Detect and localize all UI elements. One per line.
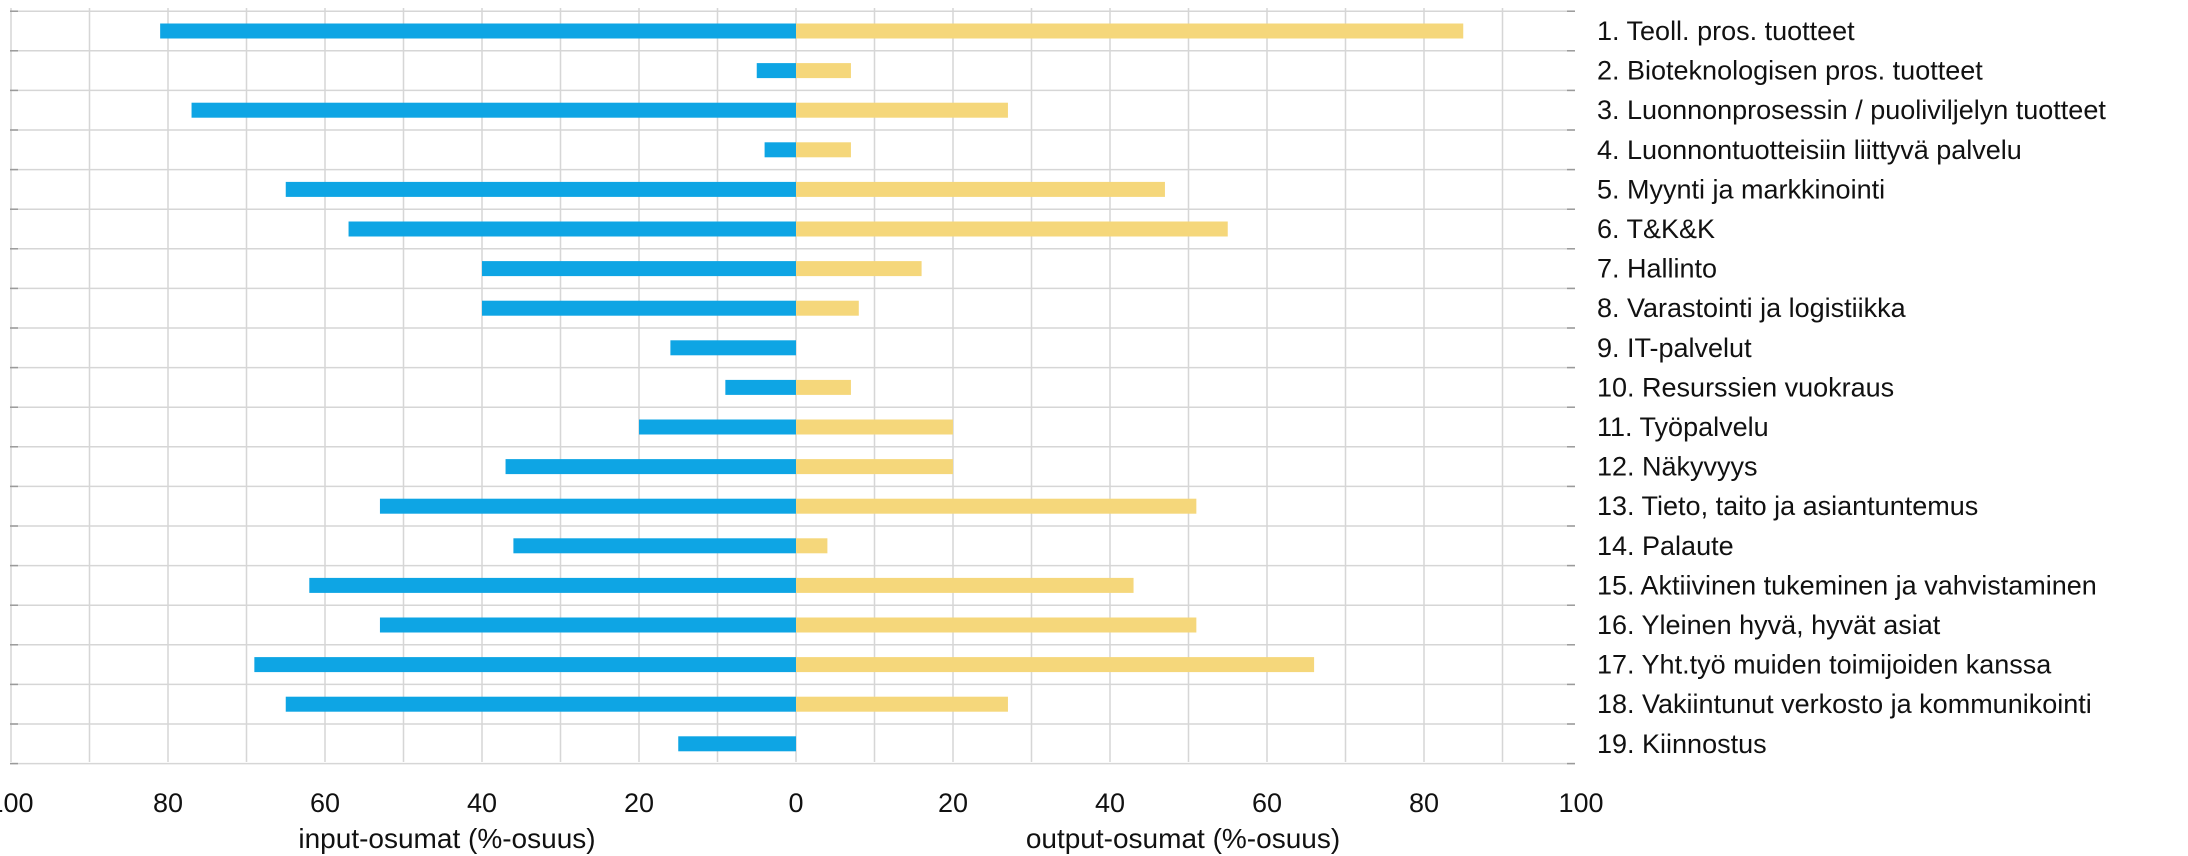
input-bar (513, 538, 796, 554)
x-tick-label: 80 (1409, 788, 1439, 818)
category-label: 2. Bioteknologisen pros. tuotteet (1597, 56, 1983, 86)
input-bar (379, 498, 796, 514)
category-label: 11. Työpalvelu (1597, 412, 1769, 442)
x-tick-label: 0 (788, 788, 803, 818)
x-tick-label: 60 (1252, 788, 1282, 818)
input-bar (639, 419, 796, 435)
x-tick-label: 40 (467, 788, 497, 818)
input-bar (285, 696, 796, 712)
category-label: 8. Varastointi ja logistiikka (1597, 293, 1907, 323)
category-label: 3. Luonnonprosessin / puoliviljelyn tuot… (1597, 95, 2106, 125)
category-label: 18. Vakiintunut verkosto ja kommunikoint… (1597, 689, 2092, 719)
output-bar (796, 379, 851, 395)
x-tick-label: 60 (310, 788, 340, 818)
output-bar (796, 696, 1008, 712)
output-bar (796, 498, 1197, 514)
input-bar (285, 181, 796, 197)
category-label: 6. T&K&K (1597, 214, 1715, 244)
input-bar (678, 736, 796, 752)
input-bar (348, 221, 796, 237)
category-label: 12. Näkyvyys (1597, 452, 1758, 482)
x-tick-label: 80 (153, 788, 183, 818)
category-label: 19. Kiinnostus (1597, 729, 1767, 759)
x-tick-label: 40 (1095, 788, 1125, 818)
input-series (160, 23, 797, 752)
category-label: 16. Yleinen hyvä, hyvät asiat (1597, 610, 1941, 640)
input-bar (379, 617, 796, 633)
input-bar (254, 657, 797, 673)
input-bar (482, 261, 796, 277)
output-bar (796, 300, 859, 316)
category-label: 17. Yht.työ muiden toimijoiden kanssa (1597, 650, 2052, 680)
output-bar (796, 538, 828, 554)
output-bar (796, 23, 1464, 39)
output-bar (796, 617, 1197, 633)
input-bar (725, 379, 796, 395)
output-bar (796, 181, 1165, 197)
input-bar (160, 23, 796, 39)
input-bar (670, 340, 796, 356)
output-bar (796, 419, 953, 435)
input-axis-title: input-osumat (%-osuus) (298, 823, 595, 854)
category-label: 5. Myynti ja markkinointi (1597, 174, 1885, 204)
output-bar (796, 142, 851, 158)
output-bar (796, 221, 1228, 237)
output-bar (796, 261, 922, 277)
gridlines (10, 8, 1575, 765)
category-label: 10. Resurssien vuokraus (1597, 372, 1894, 402)
x-tick-label: 100 (0, 788, 34, 818)
input-bar (309, 577, 796, 593)
output-bar (796, 102, 1008, 118)
input-bar (764, 142, 796, 158)
category-label: 1. Teoll. pros. tuotteet (1597, 16, 1855, 46)
output-series (796, 23, 1464, 712)
input-bar (191, 102, 797, 118)
output-bar (796, 63, 851, 79)
output-bar (796, 657, 1315, 673)
category-label: 14. Palaute (1597, 531, 1734, 561)
x-tick-labels: 100 80 60 40 20 0 20 40 60 80 100 (0, 788, 1604, 818)
output-bar (796, 459, 953, 475)
output-bar (796, 577, 1134, 593)
category-label: 7. Hallinto (1597, 254, 1717, 284)
input-bar (505, 459, 796, 475)
category-label: 4. Luonnontuotteisiin liittyvä palvelu (1597, 135, 2022, 165)
category-label: 9. IT-palvelut (1597, 333, 1752, 363)
input-bar (482, 300, 796, 316)
x-tick-label: 20 (624, 788, 654, 818)
input-bar (756, 63, 796, 79)
output-axis-title: output-osumat (%-osuus) (1026, 823, 1340, 854)
category-label: 15. Aktiivinen tukeminen ja vahvistamine… (1597, 570, 2097, 600)
category-label: 13. Tieto, taito ja asiantuntemus (1597, 491, 1978, 521)
x-tick-label: 20 (938, 788, 968, 818)
x-tick-label: 100 (1558, 788, 1603, 818)
category-labels: 1. Teoll. pros. tuotteet 2. Bioteknologis… (1597, 16, 2106, 759)
